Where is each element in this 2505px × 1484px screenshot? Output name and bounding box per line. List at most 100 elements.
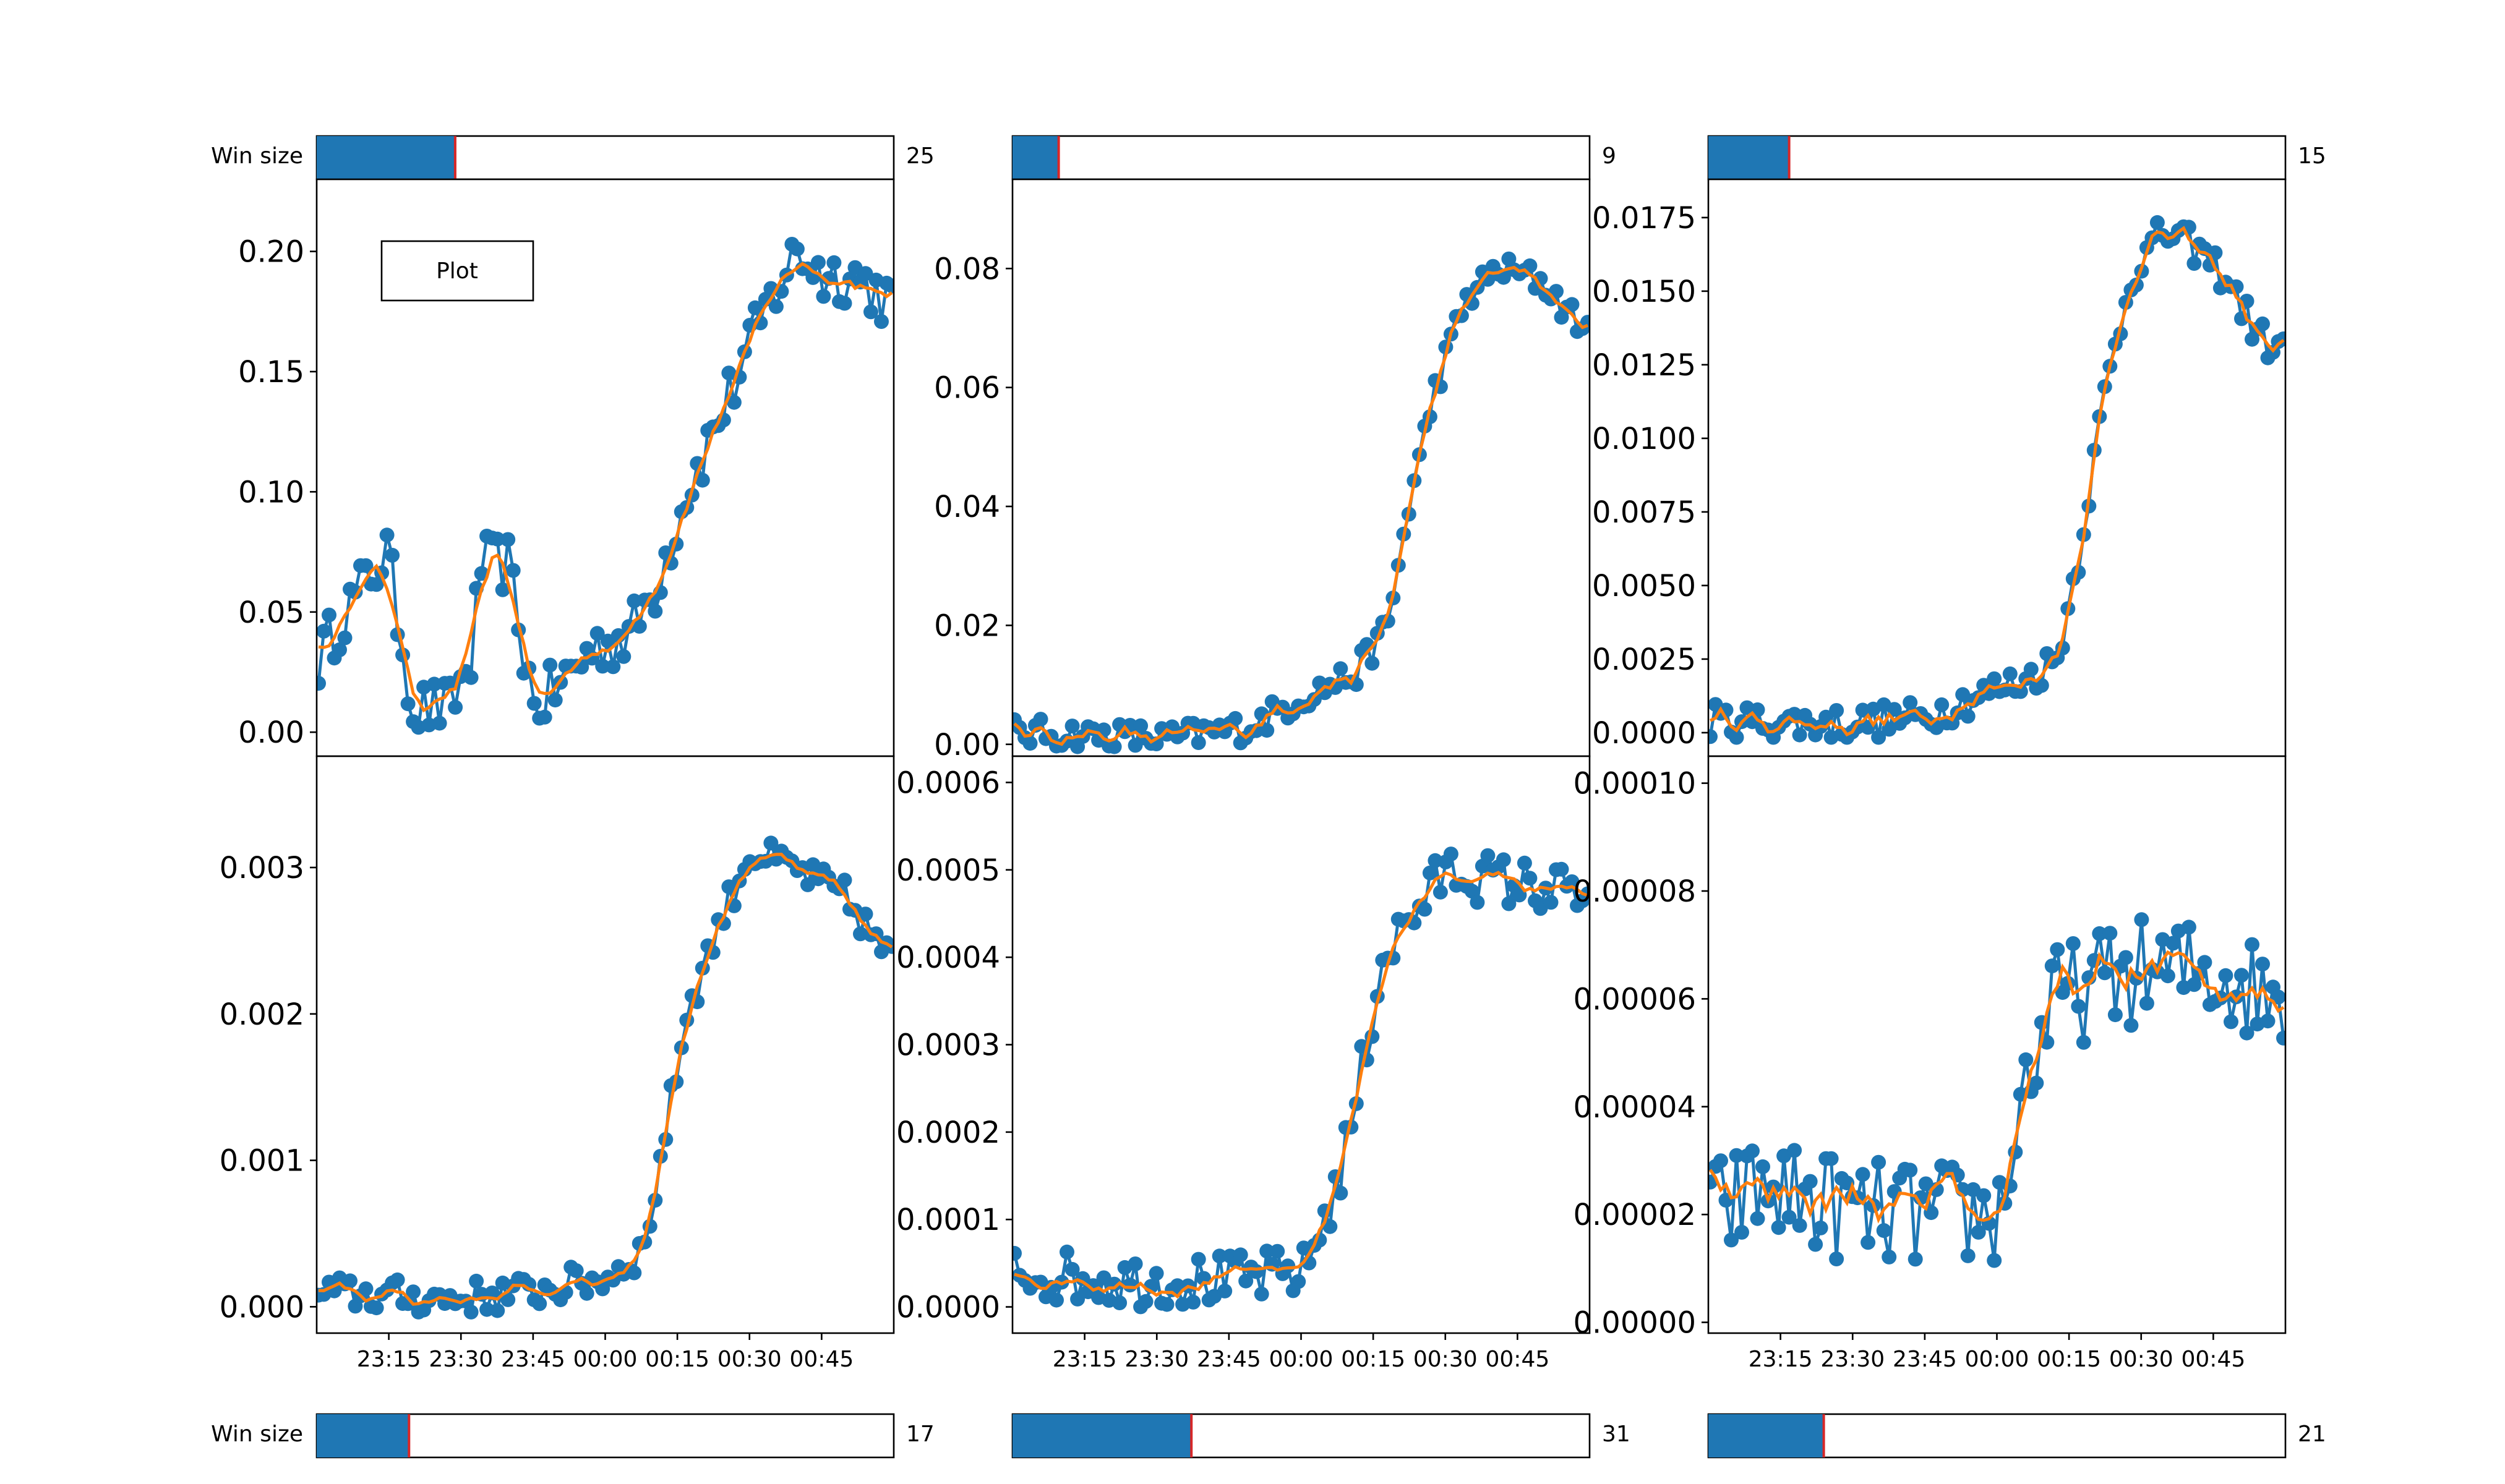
y-tick-label: 0.00008 bbox=[1574, 874, 1697, 909]
slider-value: 17 bbox=[906, 1422, 935, 1447]
slider-fill bbox=[1708, 1414, 1824, 1457]
slider-top-2[interactable]: 15 bbox=[1707, 135, 2326, 181]
y-tick-label: 0.0125 bbox=[1592, 348, 1696, 383]
series-group bbox=[1708, 215, 2285, 745]
data-point bbox=[1138, 1294, 1154, 1309]
subplot-top-left: 0.00 0.05 0.10 0.15 0.20 bbox=[238, 178, 895, 757]
data-point bbox=[595, 659, 610, 674]
y-tick-label: 0.0100 bbox=[1592, 422, 1696, 456]
data-point bbox=[2260, 1013, 2276, 1029]
data-point bbox=[406, 1284, 421, 1300]
slider-fill bbox=[317, 1414, 409, 1457]
data-point bbox=[1432, 884, 1448, 900]
x-tick-label: 00:30 bbox=[2109, 1347, 2173, 1372]
slider-bottom-0[interactable]: Win size 17 bbox=[211, 1413, 935, 1459]
x-tick-label: 00:45 bbox=[790, 1347, 854, 1372]
x-tick-label: 23:30 bbox=[1820, 1347, 1885, 1372]
data-point bbox=[432, 715, 447, 731]
data-point bbox=[2034, 678, 2049, 693]
data-point bbox=[1750, 1211, 1765, 1226]
data-point bbox=[1861, 1235, 1876, 1250]
slider-track[interactable] bbox=[1011, 135, 1591, 181]
x-tick-label: 00:30 bbox=[717, 1347, 782, 1372]
data-point bbox=[1903, 1162, 1918, 1178]
x-tick-label: 23:15 bbox=[1749, 1347, 1813, 1372]
data-point bbox=[1517, 855, 1532, 871]
y-tick-label: 0.0003 bbox=[896, 1028, 1000, 1063]
data-point bbox=[1564, 874, 1580, 889]
slider-value: 31 bbox=[1602, 1422, 1630, 1447]
slider-fill bbox=[317, 136, 455, 179]
data-point bbox=[1212, 1248, 1227, 1264]
data-point bbox=[1133, 718, 1149, 733]
x-tick-label: 00:15 bbox=[2037, 1347, 2101, 1372]
data-point bbox=[1971, 1224, 1986, 1240]
data-point bbox=[1802, 1174, 1818, 1189]
data-point bbox=[547, 693, 563, 708]
slider-bottom-1[interactable]: 31 bbox=[1011, 1413, 1630, 1459]
y-tick-label: 0.0004 bbox=[896, 940, 1000, 975]
data-point bbox=[500, 532, 516, 547]
data-point bbox=[2023, 662, 2039, 677]
data-point bbox=[695, 472, 710, 488]
data-point bbox=[606, 659, 621, 675]
data-point bbox=[400, 1296, 416, 1311]
plot-area bbox=[1013, 179, 1590, 756]
data-point bbox=[1107, 739, 1122, 754]
data-point bbox=[2123, 1018, 2139, 1033]
data-point bbox=[1829, 1252, 1844, 1266]
slider-value: 15 bbox=[2298, 143, 2326, 169]
data-point bbox=[1745, 1143, 1760, 1159]
data-point bbox=[1987, 1253, 2002, 1268]
data-point bbox=[1823, 1151, 1839, 1166]
data-point bbox=[1792, 1217, 1807, 1233]
plot-button[interactable]: Plot bbox=[380, 240, 534, 302]
data-point bbox=[2139, 996, 2154, 1011]
subplot-bottom-right: 0.00000 0.00002 0.00004 0.00006 0.00008 0.000… bbox=[1574, 755, 2287, 1372]
data-point bbox=[1818, 709, 1834, 725]
y-tick-label: 0.0025 bbox=[1592, 642, 1696, 677]
data-point bbox=[1112, 1295, 1128, 1310]
data-point bbox=[1781, 1209, 1797, 1225]
data-point bbox=[1813, 1220, 1828, 1235]
series-group bbox=[1013, 251, 1590, 754]
data-point bbox=[2224, 1014, 2238, 1030]
y-tick-label: 0.00010 bbox=[1574, 767, 1697, 801]
subplots: 0.00 0.05 0.10 0.15 0.20 0.00 0.02 0.04 0.06 0.08… bbox=[220, 178, 2287, 1372]
data-point bbox=[1882, 1249, 1897, 1264]
data-point bbox=[317, 676, 326, 691]
slider-track[interactable] bbox=[1707, 135, 2287, 181]
data-point bbox=[1259, 723, 1275, 738]
data-point bbox=[1064, 719, 1080, 734]
slider-value: 25 bbox=[906, 143, 935, 169]
y-tick-label: 0.00000 bbox=[1574, 1306, 1697, 1341]
data-point bbox=[1855, 1167, 1870, 1182]
data-point bbox=[2186, 977, 2202, 992]
data-point bbox=[826, 255, 842, 270]
data-point bbox=[1128, 738, 1143, 753]
data-point bbox=[1908, 1252, 1923, 1267]
data-point bbox=[1322, 1219, 1338, 1234]
data-point bbox=[1070, 1291, 1086, 1307]
plot-button-label[interactable]: Plot bbox=[436, 258, 478, 284]
plot-button-box[interactable] bbox=[380, 240, 534, 302]
series-smooth-line bbox=[1014, 871, 1588, 1299]
data-point bbox=[1787, 1143, 1802, 1158]
subplot-top-right: 0.0000 0.0025 0.0050 0.0075 0.0100 0.0125 0.01… bbox=[1592, 178, 2287, 757]
data-point bbox=[1924, 1205, 1939, 1221]
slider-top-1[interactable]: 9 bbox=[1011, 135, 1616, 181]
data-point bbox=[2218, 968, 2233, 983]
data-point bbox=[874, 314, 889, 329]
data-point bbox=[2092, 926, 2107, 941]
slider-value: 21 bbox=[2298, 1422, 2326, 1447]
data-point bbox=[1060, 1244, 1074, 1260]
slider-bottom-2[interactable]: 21 bbox=[1707, 1413, 2326, 1459]
data-point bbox=[385, 548, 400, 563]
slider-top-0[interactable]: Win size 25 bbox=[211, 135, 935, 181]
data-point bbox=[505, 563, 521, 578]
data-point bbox=[1729, 730, 1744, 745]
data-point bbox=[2107, 1007, 2123, 1023]
data-point bbox=[2181, 919, 2196, 935]
data-point bbox=[1159, 1297, 1175, 1312]
